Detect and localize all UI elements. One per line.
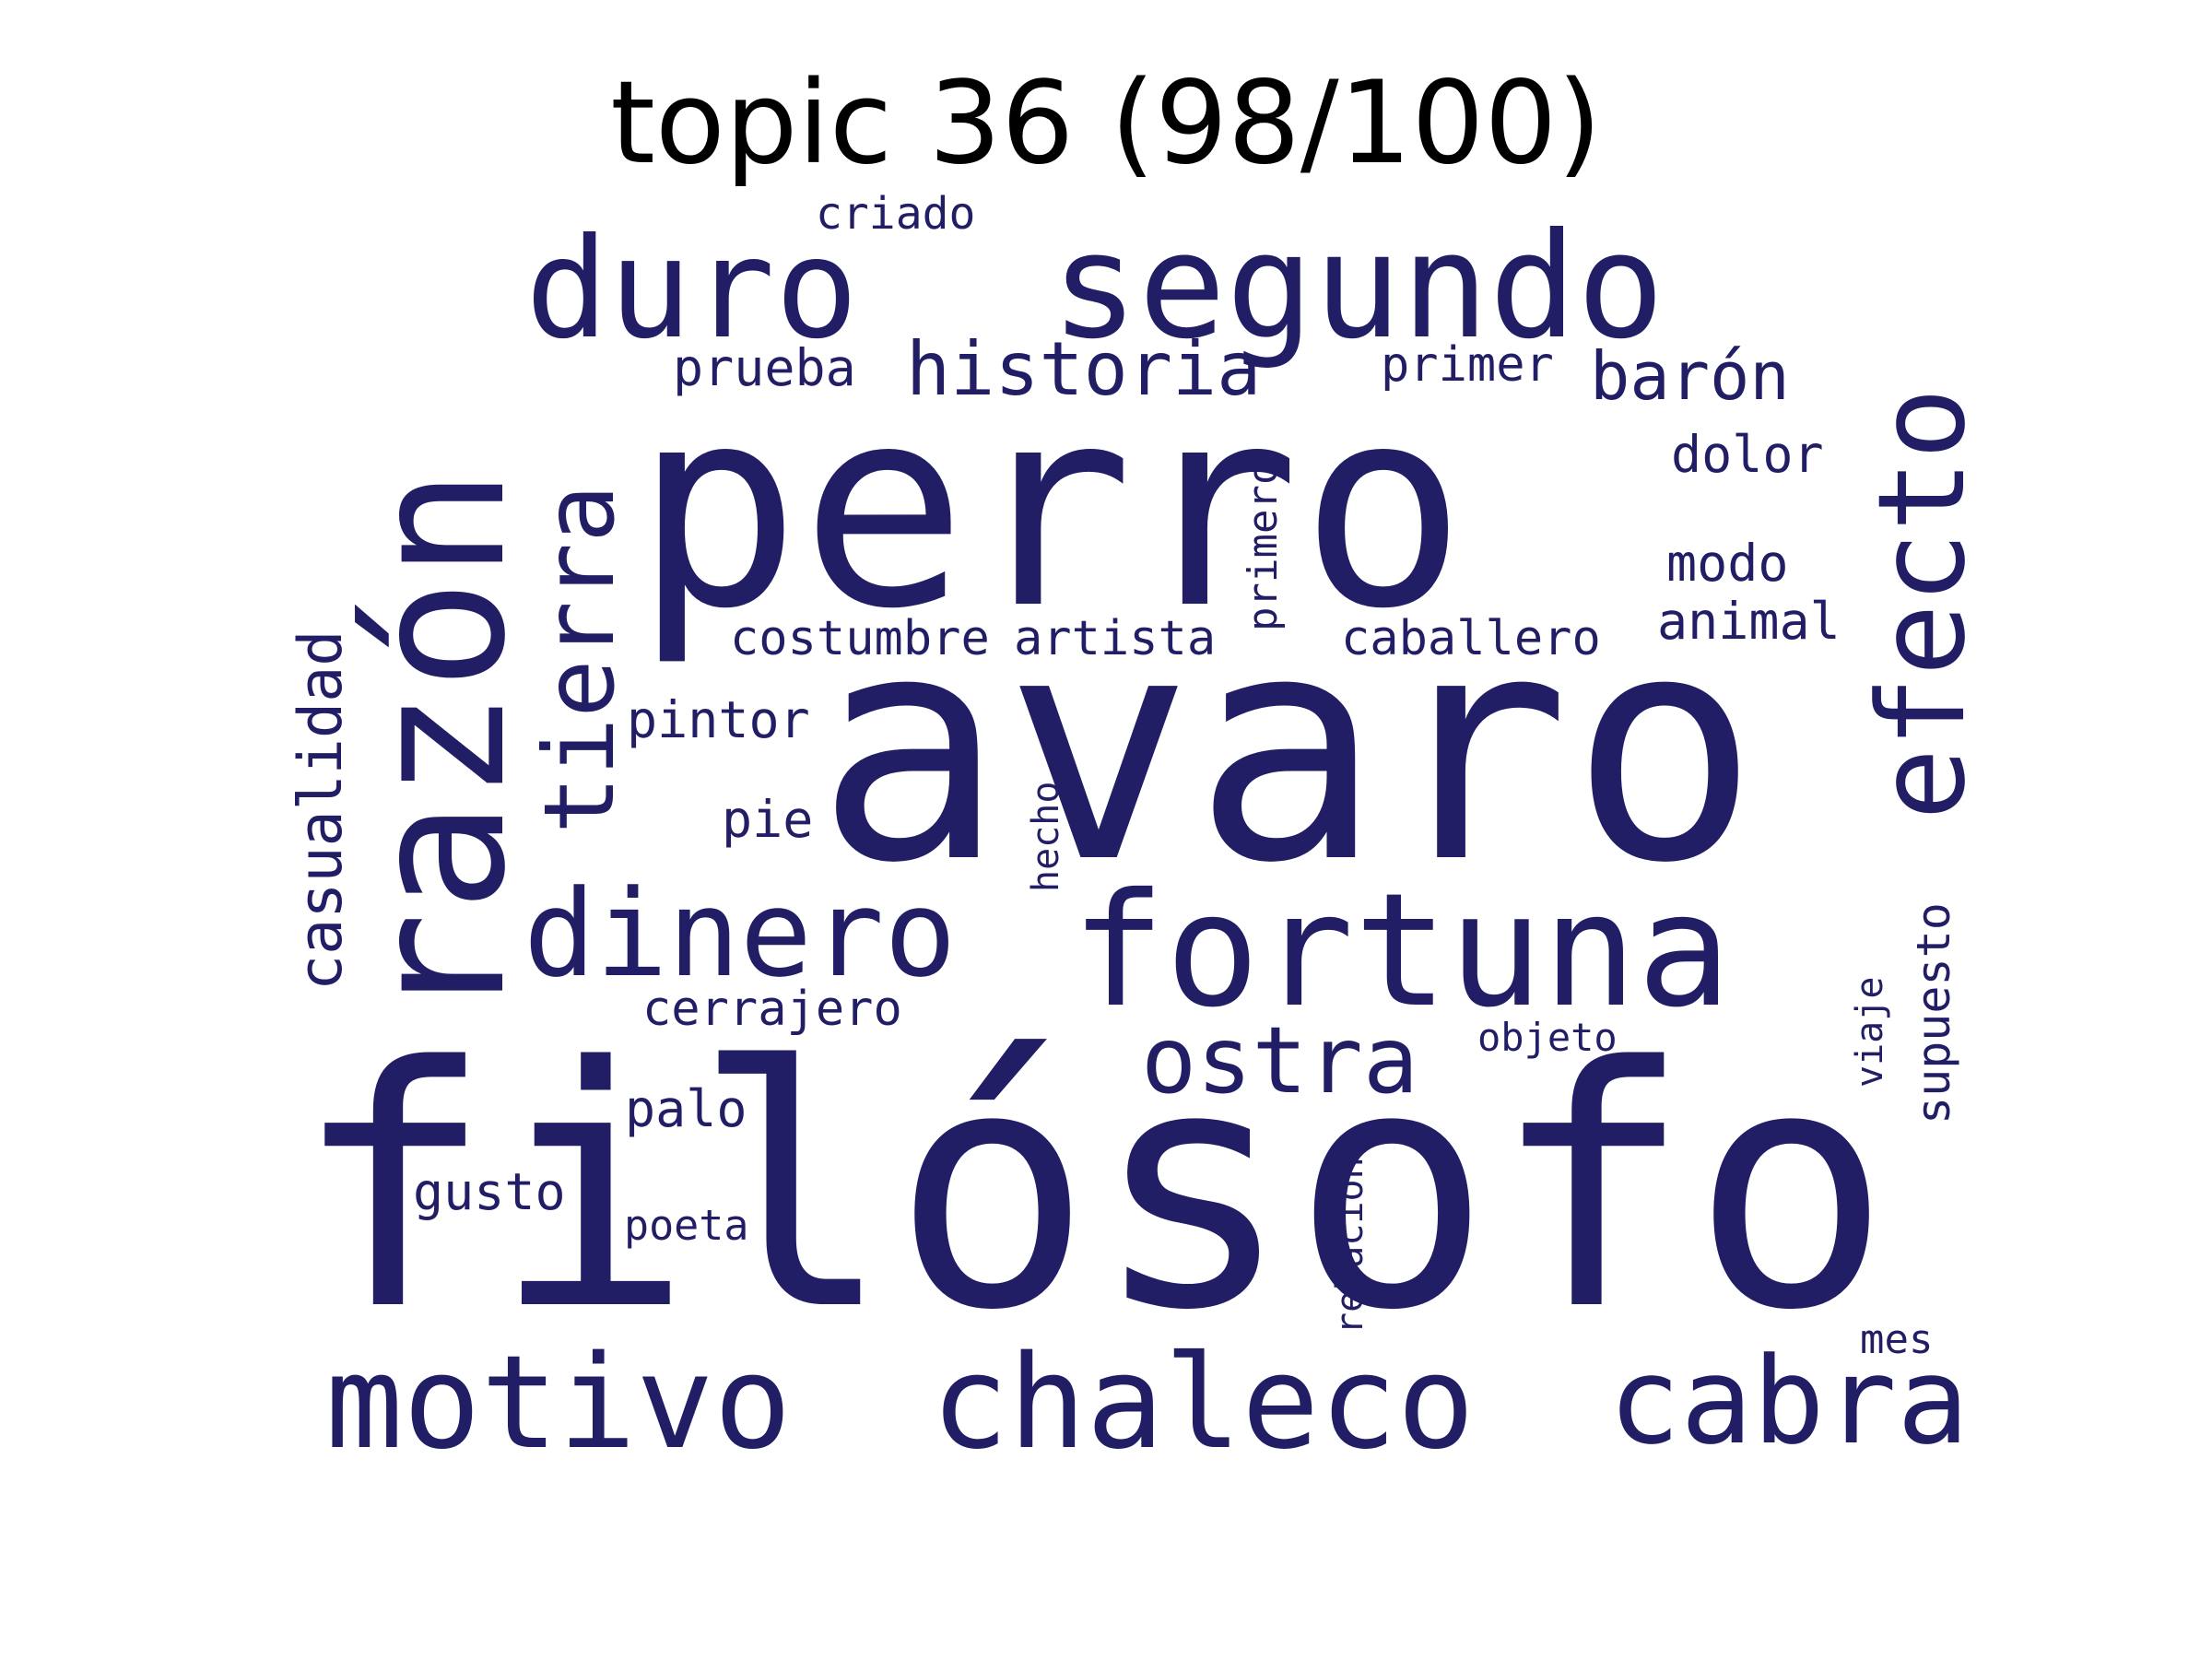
word-cabra: cabra — [1608, 1331, 1969, 1471]
word-relación: relación — [1329, 1157, 1371, 1335]
word-barón: barón — [1590, 337, 1790, 415]
word-efecto: efecto — [1852, 387, 1992, 820]
word-duro: duro — [525, 209, 858, 370]
word-tierra: tierra — [524, 485, 636, 834]
word-dolor: dolor — [1671, 425, 1824, 484]
word-primer: primer — [1381, 337, 1554, 393]
word-historia: historia — [906, 326, 1261, 412]
word-cerrajero: cerrajero — [642, 982, 902, 1037]
word-objeto: objeto — [1477, 1015, 1618, 1060]
word-primero: primero — [1240, 461, 1287, 631]
word-razón: razón — [332, 468, 547, 1023]
word-avaro: avaro — [816, 567, 1759, 932]
word-palo: palo — [625, 1079, 747, 1138]
word-perro: perro — [634, 347, 1466, 669]
word-prueba: prueba — [673, 338, 856, 397]
word-criado: criado — [816, 188, 975, 240]
word-dinero: dinero — [524, 864, 957, 1004]
word-ostra: ostra — [1141, 1006, 1418, 1114]
word-filósofo: filósofo — [293, 996, 1891, 1382]
word-hecho: hecho — [1025, 782, 1067, 892]
word-poeta: poeta — [624, 1201, 748, 1250]
word-segundo: segundo — [1051, 202, 1665, 371]
word-casualidad: casualidad — [287, 630, 356, 991]
word-artista: artista — [1014, 611, 1216, 666]
word-caballero: caballero — [1341, 611, 1601, 666]
word-pintor: pintor — [627, 690, 810, 749]
word-viaje: viaje — [1849, 977, 1891, 1088]
word-motivo: motivo — [325, 1328, 792, 1478]
word-chaleco: chaleco — [931, 1328, 1475, 1478]
word-animal: animal — [1657, 592, 1841, 651]
figure-title: topic 36 (98/100) — [610, 57, 1602, 190]
word-modo: modo — [1666, 534, 1788, 593]
word-fortuna: fortuna — [1071, 860, 1731, 1042]
word-supuesto: supuesto — [1907, 902, 1960, 1124]
word-gusto: gusto — [413, 1162, 566, 1221]
word-costumbre: costumbre — [730, 611, 990, 666]
word-mes: mes — [1860, 1316, 1933, 1363]
word-pie: pie — [722, 790, 813, 849]
